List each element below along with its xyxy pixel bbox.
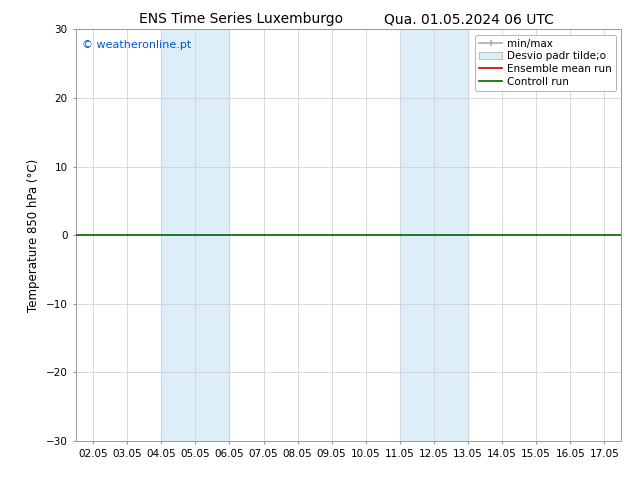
Y-axis label: Temperature 850 hPa (°C): Temperature 850 hPa (°C)	[27, 159, 41, 312]
Legend: min/max, Desvio padr tilde;o, Ensemble mean run, Controll run: min/max, Desvio padr tilde;o, Ensemble m…	[475, 35, 616, 91]
Text: Qua. 01.05.2024 06 UTC: Qua. 01.05.2024 06 UTC	[384, 12, 554, 26]
Text: © weatheronline.pt: © weatheronline.pt	[82, 40, 191, 49]
Text: ENS Time Series Luxemburgo: ENS Time Series Luxemburgo	[139, 12, 343, 26]
Bar	[400, 29, 468, 441]
Bar	[161, 29, 230, 441]
